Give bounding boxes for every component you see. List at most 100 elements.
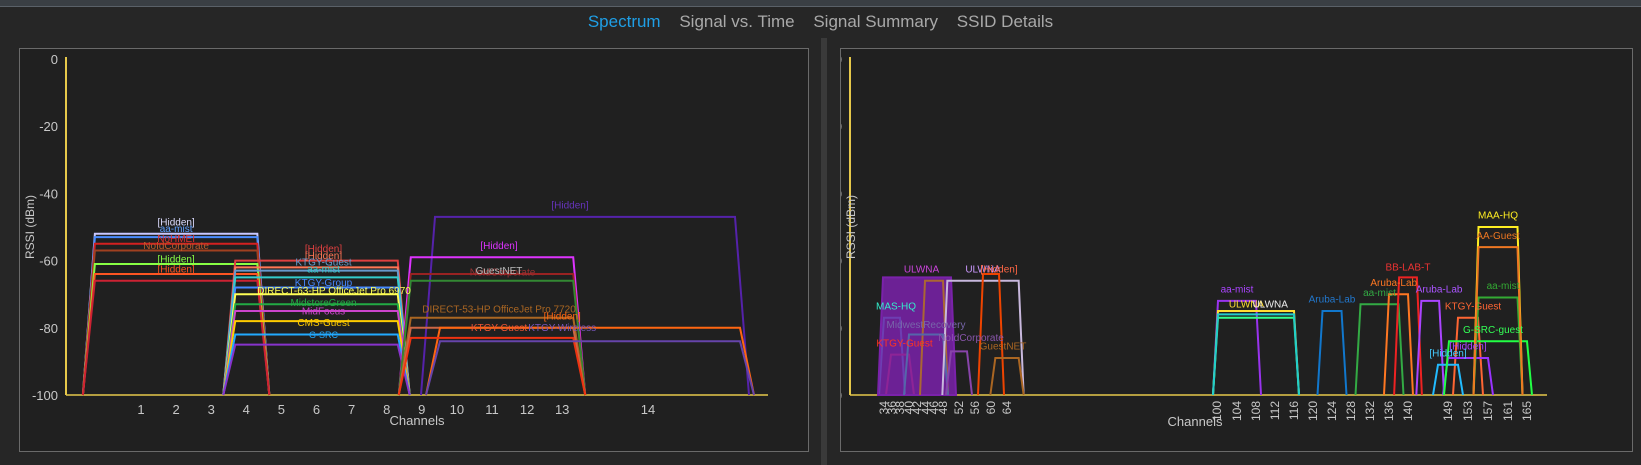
panel-splitter[interactable] bbox=[821, 38, 827, 465]
ssid-label[interactable]: ULWNA bbox=[1253, 300, 1289, 311]
x-tick-label: 3 bbox=[208, 402, 215, 417]
ssid-label[interactable]: Aruba-Lab bbox=[1416, 285, 1463, 296]
spectrum-chart-5ghz: 0 -20 -40 -60 -80 -100 RSSI (dBm) 3436384042444… bbox=[840, 48, 1633, 452]
ssid-label[interactable]: [Hidden] bbox=[1449, 342, 1486, 353]
signal-curve--hidden-[interactable] bbox=[977, 273, 1005, 396]
signal-curve-unlabeled[interactable] bbox=[1212, 313, 1300, 396]
ssid-label[interactable]: [Hidden] bbox=[544, 311, 581, 322]
ssid-label[interactable]: KTGY-Guest bbox=[295, 258, 352, 269]
ssid-label[interactable]: MidwestRecovery bbox=[887, 320, 966, 331]
tab-spectrum[interactable]: Spectrum bbox=[587, 12, 661, 31]
ssid-label[interactable]: [Hidden] bbox=[157, 264, 194, 275]
y-tick-label: 0 bbox=[51, 52, 58, 67]
ssid-label[interactable]: MAA-HQ bbox=[1478, 211, 1518, 222]
tab-ssid-details[interactable]: SSID Details bbox=[956, 12, 1054, 31]
ssid-label[interactable]: [Hidden] bbox=[551, 201, 588, 212]
ssid-label[interactable]: Aruba-Lab bbox=[1370, 278, 1417, 289]
ssid-label[interactable]: KTGY-Guest bbox=[876, 338, 933, 349]
x-tick-label: 2 bbox=[172, 402, 179, 417]
x-tick-label: 128 bbox=[1344, 401, 1358, 421]
ssid-label[interactable]: KTGY-Group bbox=[295, 278, 353, 289]
ssid-label[interactable]: AA-Guest bbox=[1476, 231, 1520, 242]
ssid-label[interactable]: MidstoreGreen bbox=[290, 298, 356, 309]
ssid-label[interactable]: [Hidden] bbox=[305, 251, 342, 262]
x-tick-label: 116 bbox=[1287, 401, 1301, 420]
y-axis-label: RSSI (dBm) bbox=[23, 195, 37, 259]
ssid-label[interactable]: [Hidden] bbox=[980, 264, 1017, 275]
x-tick-label: 157 bbox=[1481, 401, 1495, 421]
ssid-label[interactable]: aa-mist bbox=[160, 224, 193, 235]
x-tick-label: 100 bbox=[1210, 401, 1224, 421]
signal-curve-ulwna[interactable] bbox=[1212, 316, 1300, 396]
signal-curve-ktgy-guest[interactable] bbox=[1452, 316, 1484, 396]
ssid-label[interactable]: GuestNET bbox=[476, 266, 523, 277]
ssid-label[interactable]: CMS-Guest bbox=[297, 318, 349, 329]
signal-curve--hidden-[interactable] bbox=[1432, 363, 1464, 396]
ssid-label[interactable]: DIRECT-63-HP OfficeJet Pro 6970 bbox=[257, 286, 411, 297]
x-tick-label: 42 bbox=[910, 401, 924, 415]
signal-curve-ktgy-wireless[interactable] bbox=[425, 340, 755, 396]
ssid-label[interactable]: aa-mist bbox=[1487, 281, 1520, 292]
signal-curve-unlabeled[interactable] bbox=[876, 276, 958, 396]
ssid-label[interactable]: DIRECT-53-HP OfficeJet Pro 7720 bbox=[422, 305, 576, 316]
ssid-label[interactable]: [Hidden] bbox=[157, 217, 194, 228]
ssid-label[interactable]: [Hidden] bbox=[157, 254, 194, 265]
ssid-label[interactable]: aa-mist bbox=[307, 264, 340, 275]
ssid-label[interactable]: KTGY-Guest bbox=[1445, 301, 1502, 312]
ssid-label[interactable]: Aruba-Lab bbox=[1309, 295, 1356, 306]
ssid-label[interactable]: [Hidden] bbox=[480, 241, 517, 252]
x-tick-label: 36 bbox=[885, 401, 899, 415]
x-tick-label: 161 bbox=[1501, 401, 1515, 421]
signal-curve-noidcorporate[interactable] bbox=[945, 350, 973, 396]
x-tick-label: 60 bbox=[984, 401, 998, 415]
y-tick-label: -20 bbox=[841, 119, 842, 134]
signal-curve-guestnet[interactable] bbox=[989, 357, 1025, 396]
ssid-label[interactable]: [Hidden] bbox=[1429, 348, 1466, 359]
signal-curve-aruba-lab[interactable] bbox=[1415, 299, 1446, 396]
signal-curve--hidden-[interactable] bbox=[81, 262, 271, 396]
signal-curve--hidden-[interactable] bbox=[420, 215, 750, 396]
x-tick-label: 7 bbox=[348, 402, 355, 417]
ssid-label[interactable]: GuestNET bbox=[980, 342, 1027, 353]
ssid-label[interactable]: BB-LAB-T bbox=[1385, 263, 1430, 274]
signal-curve-aa-mist[interactable] bbox=[1354, 303, 1405, 396]
ssid-label[interactable]: aa-mist bbox=[1363, 288, 1396, 299]
ssid-label[interactable]: G-SRC-guest bbox=[1463, 325, 1523, 336]
ssid-label[interactable]: MAS-HQ bbox=[876, 301, 916, 312]
signal-curve-ulwna[interactable] bbox=[1212, 310, 1300, 396]
ssid-label[interactable]: NoHMEI bbox=[157, 234, 195, 245]
signal-curve-unlabeled[interactable] bbox=[81, 279, 271, 396]
signal-curve-g-src[interactable] bbox=[222, 333, 411, 396]
x-axis-label: Channels bbox=[1168, 414, 1223, 429]
signal-curve-g-src-guest[interactable] bbox=[1443, 340, 1533, 396]
ssid-label[interactable]: ULWNA bbox=[965, 264, 1001, 275]
signal-curve-guestnet[interactable] bbox=[397, 279, 587, 396]
ssid-label[interactable]: NoIdCorporate bbox=[143, 241, 209, 252]
x-tick-label: 12 bbox=[520, 402, 534, 417]
ssid-label[interactable]: ULWNA bbox=[904, 264, 940, 275]
tab-signal-vs-time[interactable]: Signal vs. Time bbox=[679, 12, 795, 31]
ssid-label[interactable]: aa-mist bbox=[1221, 285, 1254, 296]
ssid-label[interactable]: KTGY-Wireless bbox=[528, 323, 596, 334]
ssid-label[interactable]: NoIdCorporate bbox=[938, 333, 1004, 344]
signal-curve--hidden-[interactable] bbox=[425, 326, 755, 396]
x-tick-label: 1 bbox=[137, 402, 144, 417]
signal-curve-ktgy-group[interactable] bbox=[397, 336, 587, 396]
signal-curve-unlabeled[interactable] bbox=[222, 343, 411, 396]
ssid-label[interactable]: ULWNA bbox=[1229, 300, 1265, 311]
tab-signal-summary[interactable]: Signal Summary bbox=[813, 12, 939, 31]
ssid-label[interactable]: MidFocus bbox=[302, 306, 345, 317]
ssid-label[interactable]: KTGY-Guest bbox=[471, 323, 528, 334]
ssid-label[interactable]: NoIdCorporate bbox=[470, 268, 536, 279]
ssid-label[interactable]: G-SRC bbox=[309, 330, 339, 340]
signal-curve-aa-guest[interactable] bbox=[1472, 246, 1524, 396]
ssid-label[interactable]: [Hidden] bbox=[305, 244, 342, 255]
signal-curve-aruba-lab[interactable] bbox=[1316, 310, 1348, 396]
signal-curve--hidden-[interactable] bbox=[1442, 357, 1494, 396]
x-tick-label: 112 bbox=[1268, 401, 1282, 420]
x-axis-label: Channels bbox=[390, 413, 445, 428]
x-tick-label: 5 bbox=[278, 402, 285, 417]
signal-curve-midwestrecovery[interactable] bbox=[903, 333, 949, 396]
x-tick-label: 56 bbox=[968, 401, 982, 415]
